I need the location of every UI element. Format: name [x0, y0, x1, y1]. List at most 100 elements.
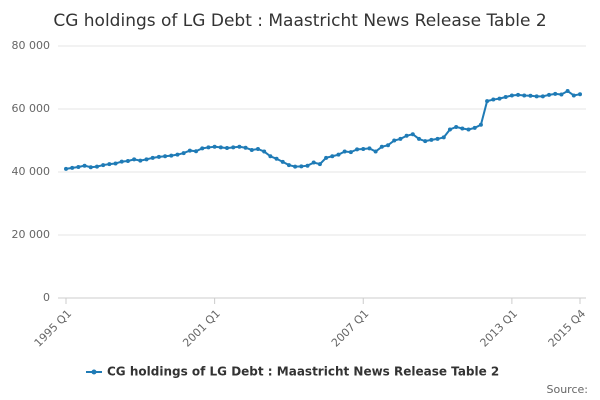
point — [305, 163, 310, 168]
point — [317, 162, 322, 167]
point — [200, 146, 205, 151]
x-tick-label: 2015 Q4 — [546, 307, 589, 350]
point — [293, 164, 298, 169]
point — [367, 146, 372, 151]
line — [65, 89, 581, 170]
point — [503, 95, 508, 100]
point — [249, 147, 254, 152]
point — [404, 133, 409, 138]
point — [478, 122, 483, 127]
y-tick-label: 60 000 — [12, 102, 51, 115]
point — [231, 145, 236, 150]
point — [107, 162, 112, 167]
point — [497, 96, 502, 101]
point — [88, 165, 93, 170]
legend-label: CG holdings of LG Debt : Maastricht News… — [107, 365, 499, 379]
point — [416, 136, 421, 141]
point — [355, 147, 360, 152]
point — [138, 158, 143, 163]
point — [540, 94, 545, 99]
point — [101, 163, 106, 168]
point — [547, 92, 552, 97]
point — [324, 155, 329, 160]
point — [466, 127, 471, 132]
point — [181, 151, 186, 156]
point — [336, 152, 341, 157]
point — [454, 124, 459, 129]
point — [528, 93, 533, 98]
point — [509, 93, 514, 98]
point — [262, 149, 267, 154]
point — [175, 152, 180, 157]
point — [578, 92, 582, 97]
point — [460, 126, 465, 131]
point — [150, 155, 155, 160]
point — [565, 89, 570, 94]
point — [125, 158, 130, 163]
y-tick-label: 0 — [43, 291, 50, 304]
point — [435, 136, 440, 141]
source: Source: — [547, 383, 589, 396]
point — [156, 154, 161, 159]
point — [113, 161, 118, 166]
point — [119, 159, 124, 164]
point — [361, 147, 366, 152]
point — [206, 145, 211, 150]
point — [225, 146, 230, 151]
point — [571, 93, 576, 98]
point — [274, 156, 279, 161]
legend-marker — [91, 369, 97, 375]
point — [268, 154, 273, 159]
point — [212, 144, 217, 149]
point — [472, 125, 477, 130]
x-tick-label: 2013 Q1 — [478, 307, 521, 350]
point — [553, 91, 558, 96]
point — [82, 163, 87, 168]
point — [243, 145, 248, 150]
point — [94, 164, 99, 169]
point — [187, 148, 192, 153]
point — [286, 163, 291, 168]
point — [491, 97, 496, 102]
point — [237, 144, 242, 149]
point — [280, 159, 285, 164]
point — [144, 157, 149, 162]
point — [348, 150, 353, 155]
point — [218, 145, 223, 150]
point — [441, 135, 446, 140]
point — [70, 165, 75, 170]
point — [429, 137, 434, 142]
point — [76, 164, 81, 169]
point — [373, 149, 378, 154]
point — [379, 144, 384, 149]
y-tick-label: 40 000 — [12, 165, 51, 178]
point — [559, 92, 564, 97]
point — [410, 132, 415, 137]
x-tick-label: 1995 Q1 — [32, 307, 75, 350]
point — [330, 154, 335, 159]
x-tick-label: 2007 Q1 — [329, 307, 372, 350]
point — [132, 157, 137, 162]
y-tick-label: 20 000 — [12, 228, 51, 241]
point — [516, 92, 521, 97]
point — [255, 147, 260, 152]
point — [392, 138, 397, 143]
point — [447, 127, 452, 132]
chart-title: CG holdings of LG Debt : Maastricht News… — [53, 11, 546, 31]
point — [311, 160, 316, 165]
point — [163, 154, 168, 159]
point — [386, 143, 391, 148]
point — [485, 99, 490, 104]
point — [64, 166, 68, 171]
point — [534, 94, 539, 99]
point — [299, 164, 304, 169]
x-tick-label: 2001 Q1 — [180, 307, 223, 350]
point — [522, 93, 527, 98]
point — [169, 153, 174, 158]
point — [194, 149, 199, 154]
y-tick-label: 80 000 — [12, 39, 51, 52]
point — [423, 139, 428, 144]
point — [398, 136, 403, 141]
